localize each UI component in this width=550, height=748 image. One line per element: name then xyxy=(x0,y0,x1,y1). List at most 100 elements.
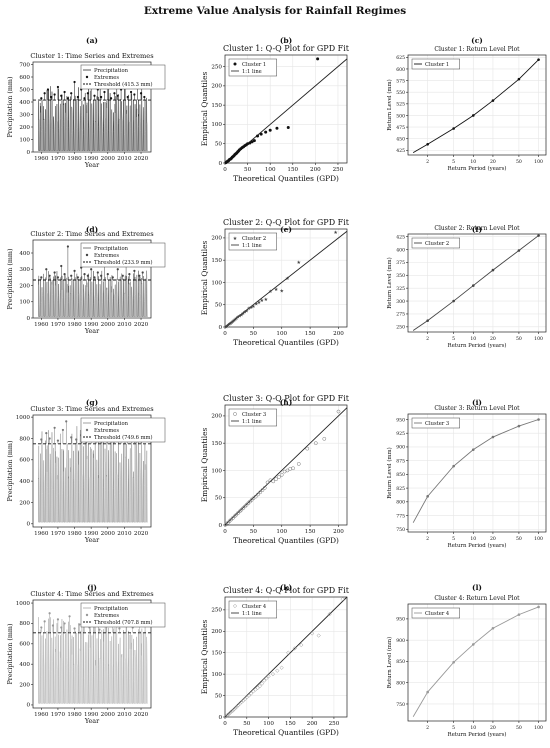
chart-ts3: 1960 1970 1980 1990 2000 2010 2020 0 200 400 600 80… xyxy=(6,398,166,544)
y-tick-label: 300 xyxy=(19,112,30,118)
y-tick-label: 375 xyxy=(396,260,405,266)
x-axis-label: Return Period (years) xyxy=(448,342,507,349)
y-tick-label: 0 xyxy=(218,161,222,167)
y-tick-label: 200 xyxy=(211,414,222,420)
chart-rl4: 2 5 10 20 50 100 750 800 850 900 950 Cluster 4: Ret… xyxy=(386,583,547,738)
extreme-point xyxy=(40,438,43,441)
x-tick-label: 50 xyxy=(244,167,252,173)
extreme-point xyxy=(53,93,56,96)
qq-point xyxy=(233,62,237,66)
x-tick-label: 100 xyxy=(276,331,287,337)
y-tick-label: 950 xyxy=(396,417,405,423)
x-tick-label: 150 xyxy=(305,331,316,337)
x-axis-label: Year xyxy=(84,536,100,544)
x-tick-label: 1980 xyxy=(67,322,82,328)
y-tick-label: 475 xyxy=(396,125,405,131)
qq-point xyxy=(275,126,279,130)
x-tick-label: 2020 xyxy=(134,531,149,537)
panel-label: (g) xyxy=(86,398,98,407)
legend-box xyxy=(80,417,166,443)
extreme-point xyxy=(138,274,141,277)
extreme-point xyxy=(40,276,43,279)
panel-label: (h) xyxy=(280,398,293,407)
x-axis-label: Year xyxy=(84,327,100,335)
x-tick-label: 100 xyxy=(263,721,274,727)
y-tick-label: 900 xyxy=(396,445,405,451)
x-tick-label: 10 xyxy=(470,159,476,165)
qq-point: ★ xyxy=(227,322,232,328)
legend-label: Cluster 1 xyxy=(425,62,449,68)
chart-title: Cluster 4: Q-Q Plot for GPD Fit xyxy=(223,586,350,595)
y-axis-label: Empirical Quantiles xyxy=(200,72,209,147)
extreme-point xyxy=(53,271,56,274)
qq-point xyxy=(226,711,232,717)
extreme-point xyxy=(43,620,46,623)
qq-point xyxy=(291,466,295,471)
x-axis-label: Year xyxy=(84,161,100,169)
y-tick-label: 250 xyxy=(396,325,405,331)
y-tick-label: 550 xyxy=(396,90,405,96)
plot-frame xyxy=(32,61,152,153)
extreme-point xyxy=(46,88,50,91)
legend-label: Extremes xyxy=(94,75,119,81)
qq-point: ★ xyxy=(232,318,237,324)
figure-title: Extreme Value Analysis for Rainfall Regi… xyxy=(144,5,406,17)
extreme-point xyxy=(83,273,86,276)
chart-title: Cluster 2: Return Level Plot xyxy=(434,225,520,232)
return-level-point xyxy=(537,605,540,609)
plot-frame xyxy=(407,603,547,722)
y-tick-label: 200 xyxy=(19,283,30,289)
extreme-point xyxy=(66,245,70,248)
extreme-point xyxy=(48,437,51,440)
qq-point xyxy=(274,477,278,482)
extreme-point xyxy=(90,268,93,271)
y-tick-label: 775 xyxy=(396,513,405,519)
extreme-point xyxy=(48,612,51,615)
x-tick-label: 2 xyxy=(426,159,429,165)
qq-point xyxy=(250,140,254,144)
legend-label: Precipitation xyxy=(94,68,129,74)
plot-frame xyxy=(32,414,152,528)
y-tick-label: 150 xyxy=(211,103,222,109)
extreme-point xyxy=(98,628,101,631)
y-tick-label: 150 xyxy=(211,651,222,657)
y-axis-label: Precipitation (mm) xyxy=(6,624,14,685)
y-axis-label: Precipitation (mm) xyxy=(6,441,14,502)
x-tick-label: 1990 xyxy=(84,322,99,328)
return-level-point xyxy=(517,77,521,81)
y-tick-label: 450 xyxy=(396,137,405,143)
extreme-point xyxy=(111,276,114,279)
return-level-curve xyxy=(412,419,539,523)
extreme-point xyxy=(43,92,46,95)
extreme-point xyxy=(93,94,96,97)
legend-swatch xyxy=(85,253,89,257)
x-axis-label: Return Period (years) xyxy=(448,542,507,549)
y-tick-label: 700 xyxy=(19,62,30,68)
plot-frame xyxy=(224,404,348,526)
legend-label: Precipitation xyxy=(94,606,129,612)
y-tick-label: 400 xyxy=(19,479,30,485)
x-tick-label: 1960 xyxy=(34,531,49,537)
legend-box xyxy=(80,64,166,90)
x-tick-label: 1990 xyxy=(84,156,99,162)
qq-point xyxy=(316,57,320,61)
x-tick-label: 50 xyxy=(516,725,522,731)
extreme-point xyxy=(56,276,60,279)
extreme-point xyxy=(60,94,63,97)
panel-label: (a) xyxy=(86,36,98,45)
chart-qq3: 0 50 100 150 200 0 50 100 150 200 Cluster 3: Q-Q P… xyxy=(200,394,350,545)
panel-label: (d) xyxy=(86,225,98,234)
y-tick-label: 825 xyxy=(396,486,405,492)
extreme-point xyxy=(73,627,76,630)
qq-point xyxy=(264,676,269,681)
y-tick-label: 950 xyxy=(396,617,405,623)
x-tick-label: 2010 xyxy=(117,156,132,162)
x-tick-label: 2020 xyxy=(134,712,149,718)
qq-point xyxy=(239,699,244,705)
x-tick-label: 2 xyxy=(426,536,429,542)
y-tick-label: 400 xyxy=(19,100,30,106)
qq-point xyxy=(225,712,230,718)
legend-box xyxy=(80,602,166,628)
qq-point xyxy=(271,479,276,484)
